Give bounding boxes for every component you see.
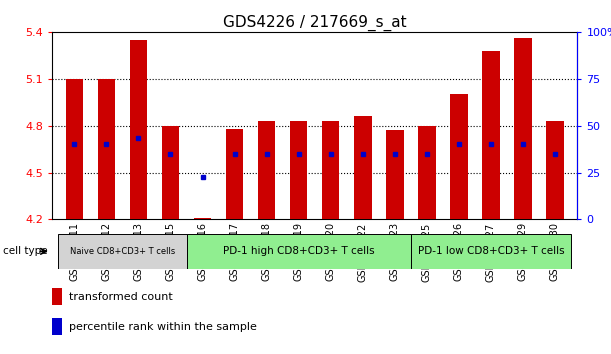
Bar xyxy=(546,121,564,219)
Bar xyxy=(482,51,500,219)
Text: percentile rank within the sample: percentile rank within the sample xyxy=(69,321,257,332)
Bar xyxy=(98,79,115,219)
Bar xyxy=(418,126,436,219)
Bar xyxy=(130,40,147,219)
Bar xyxy=(514,38,532,219)
Bar xyxy=(65,79,83,219)
Text: Naive CD8+CD3+ T cells: Naive CD8+CD3+ T cells xyxy=(70,247,175,256)
Text: PD-1 high CD8+CD3+ T cells: PD-1 high CD8+CD3+ T cells xyxy=(223,246,375,256)
Bar xyxy=(194,218,211,219)
Bar xyxy=(322,121,340,219)
Bar xyxy=(450,95,467,219)
Bar xyxy=(290,121,307,219)
Bar xyxy=(186,234,411,269)
Bar xyxy=(354,116,371,219)
Bar xyxy=(58,234,186,269)
Bar xyxy=(52,288,62,305)
Bar xyxy=(411,234,571,269)
Text: cell type: cell type xyxy=(3,246,48,256)
Bar xyxy=(162,126,179,219)
Title: GDS4226 / 217669_s_at: GDS4226 / 217669_s_at xyxy=(223,14,406,30)
Bar xyxy=(258,121,276,219)
Bar xyxy=(386,130,404,219)
Bar xyxy=(225,129,243,219)
Bar xyxy=(52,318,62,335)
Text: transformed count: transformed count xyxy=(69,291,173,302)
Text: PD-1 low CD8+CD3+ T cells: PD-1 low CD8+CD3+ T cells xyxy=(417,246,564,256)
